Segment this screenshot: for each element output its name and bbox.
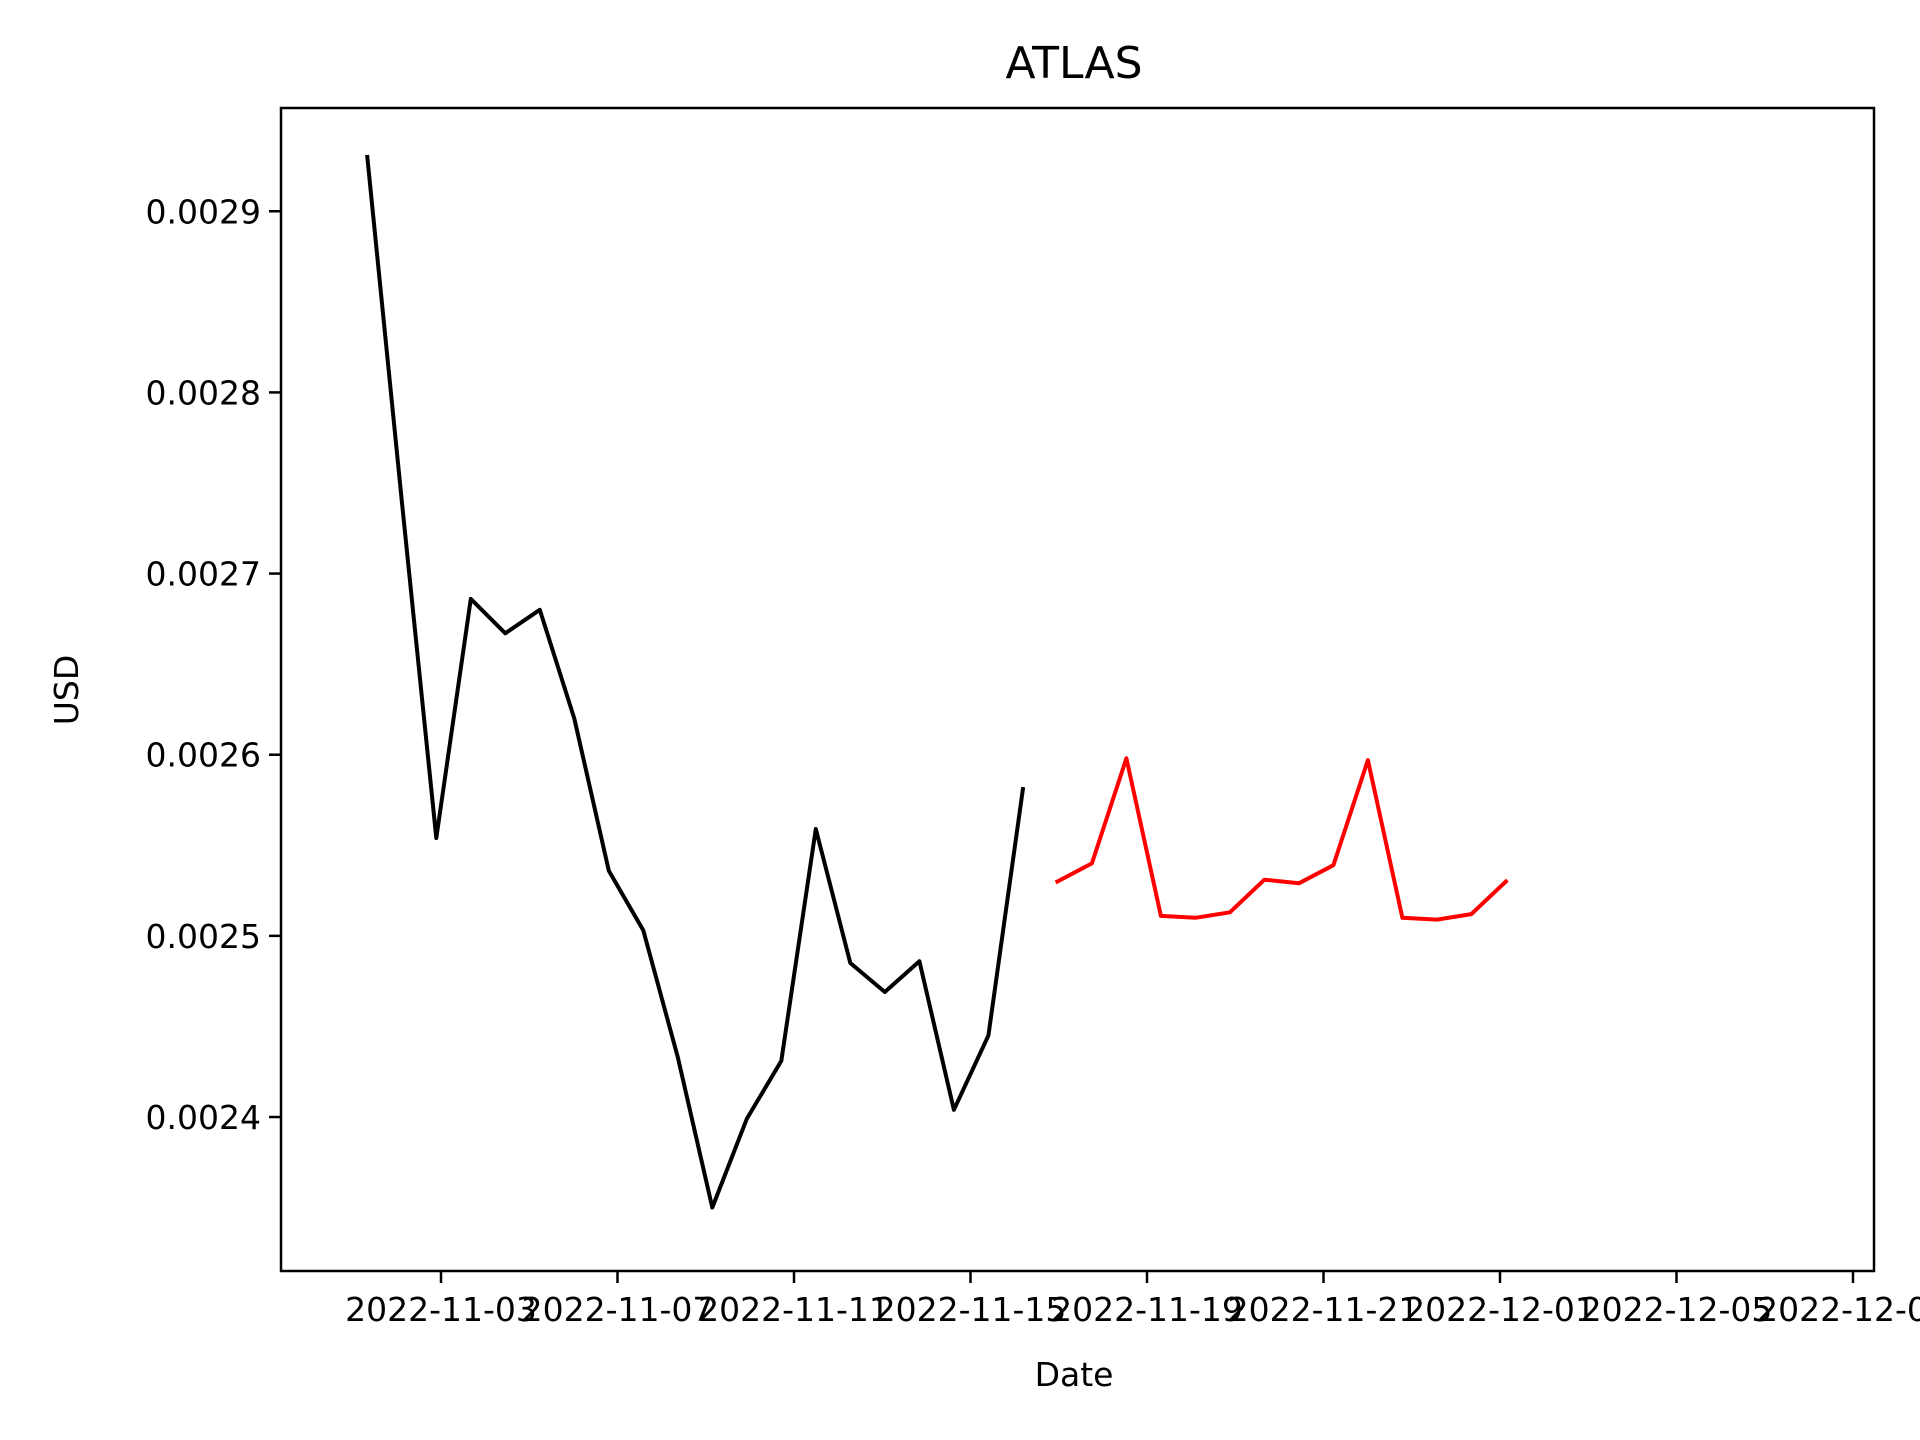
x-axis-label: Date	[1035, 1355, 1114, 1394]
x-tick-label: 2022-11-11	[698, 1290, 890, 1329]
x-tick-label: 2022-12-09	[1757, 1290, 1920, 1329]
x-tick-label: 2022-11-15	[875, 1290, 1067, 1329]
x-tick-label: 2022-11-03	[345, 1290, 537, 1329]
chart-title: ATLAS	[1005, 38, 1142, 89]
y-tick-label: 0.0024	[146, 1098, 261, 1137]
y-tick-label: 0.0026	[146, 736, 261, 775]
series-line-2	[1054, 756, 1509, 922]
x-tick-label: 2022-12-05	[1581, 1290, 1773, 1329]
x-tick-label: 2022-12-01	[1404, 1290, 1596, 1329]
x-tick-label: 2022-11-19	[1051, 1290, 1243, 1329]
series-layer	[365, 154, 1509, 1210]
series-line-1	[365, 154, 1026, 1210]
y-axis: 0.0024 0.0025 0.0026 0.0027 0.0028 0.0029	[146, 192, 281, 1137]
y-tick-label: 0.0027	[146, 555, 261, 594]
y-tick-label: 0.0025	[146, 917, 261, 956]
y-tick-label: 0.0028	[146, 373, 261, 412]
x-axis: 2022-11-032022-11-072022-11-112022-11-15…	[345, 1271, 1920, 1329]
y-axis-label: USD	[47, 655, 86, 726]
y-tick-label: 0.0029	[146, 192, 261, 231]
x-tick-label: 2022-11-21	[1228, 1290, 1420, 1329]
x-tick-label: 2022-11-07	[522, 1290, 714, 1329]
plot-frame	[279, 106, 1876, 1273]
